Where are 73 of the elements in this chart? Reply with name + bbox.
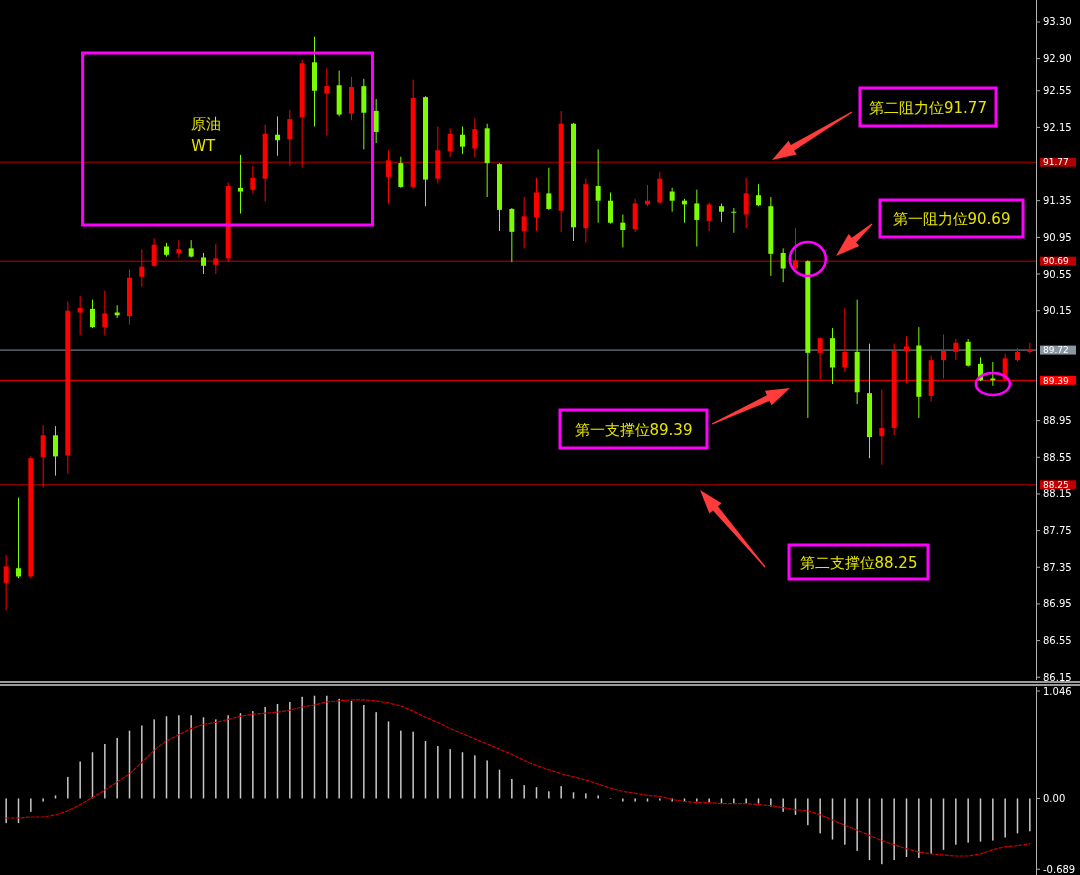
ref-line-label: 88.25 [1043, 480, 1069, 490]
candlestick [287, 109, 293, 167]
candlestick [842, 307, 848, 373]
ref-line-label: 89.72 [1043, 345, 1069, 356]
y-tick-label: -0.689 [1043, 863, 1076, 875]
candlestick [77, 295, 83, 336]
y-tick-label: 86.15 [1043, 671, 1072, 683]
candlestick [669, 187, 675, 213]
candlestick [102, 290, 108, 336]
y-tick-label: 90.55 [1043, 268, 1072, 280]
annotation: 原油 WT [191, 115, 222, 155]
ref-line-label: 91.77 [1043, 157, 1069, 168]
candlestick [447, 127, 453, 158]
candlestick [398, 156, 404, 189]
candlestick [879, 388, 885, 466]
candlestick [460, 125, 465, 155]
candlestick [3, 554, 9, 611]
candlestick [731, 207, 737, 234]
y-tick-label: 91.35 [1043, 195, 1072, 207]
y-tick-label: 88.95 [1043, 415, 1072, 427]
y-tick-label: 86.55 [1043, 635, 1072, 647]
candlestick [965, 338, 971, 368]
candlestick [53, 425, 58, 477]
candlestick [743, 177, 749, 229]
candlestick [40, 424, 46, 489]
ref-line-label: 89.39 [1043, 375, 1070, 386]
candlestick [521, 196, 527, 249]
candlestick [595, 148, 601, 224]
candlestick [213, 243, 219, 275]
y-tick-label: 93.30 [1043, 16, 1072, 28]
candlestick [780, 247, 786, 283]
candlestick [694, 189, 700, 248]
candlestick [238, 154, 243, 215]
ref-line-label: 90.69 [1043, 256, 1070, 267]
y-tick-label: 87.75 [1043, 525, 1072, 537]
candlestick [719, 202, 724, 223]
candlestick [275, 115, 280, 157]
candlestick [756, 183, 761, 207]
candlestick [620, 213, 626, 248]
y-tick-label: 88.15 [1043, 488, 1072, 500]
candlestick [373, 98, 379, 144]
y-tick-label: 92.15 [1043, 121, 1072, 133]
candlestick [250, 165, 256, 194]
candlestick [793, 227, 798, 270]
candlestick [386, 149, 391, 204]
candlestick [546, 167, 552, 211]
candlestick [608, 191, 613, 225]
y-tick-label: 92.90 [1043, 53, 1072, 65]
y-tick-label: 1.046 [1043, 685, 1072, 697]
candlestick [151, 237, 157, 268]
candlestick [472, 117, 478, 159]
candlestick [953, 338, 959, 361]
y-tick-label: 87.35 [1043, 561, 1072, 573]
candlestick [201, 252, 206, 275]
annotation: 第一阻力位90.69 [892, 210, 1011, 228]
candlestick [16, 497, 21, 579]
y-tick-label: 90.15 [1043, 305, 1072, 317]
candlestick [90, 299, 95, 329]
y-tick-label: 88.55 [1043, 451, 1072, 463]
candlestick [941, 334, 946, 379]
candlestick [324, 67, 330, 137]
candlestick [706, 202, 712, 232]
annotation: 第一支撑位89.39 [574, 420, 693, 439]
candlestick [657, 171, 663, 204]
annotation: 第二支撑位88.25 [799, 553, 918, 572]
candlestick [990, 361, 996, 387]
annotation: 第二阻力位91.77 [869, 98, 987, 117]
y-tick-label: 92.55 [1043, 85, 1072, 97]
y-tick-label: 90.95 [1043, 231, 1072, 243]
y-tick-label: 0.00 [1043, 792, 1066, 804]
candlestick [139, 248, 145, 288]
y-tick-label: 86.95 [1043, 598, 1072, 610]
candlestick [509, 207, 515, 263]
